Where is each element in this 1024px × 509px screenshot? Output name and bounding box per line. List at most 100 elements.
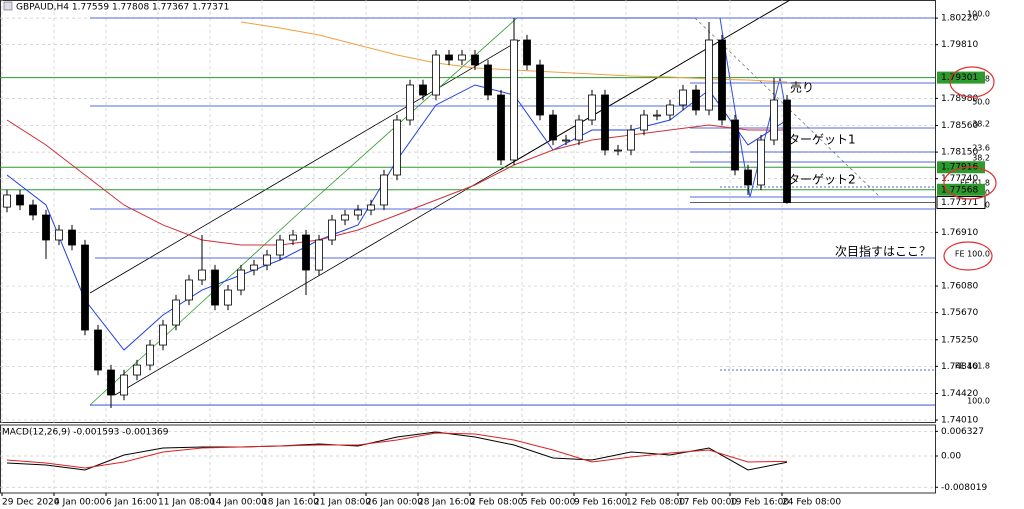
candle-body: [185, 279, 193, 301]
fib-level-label: 100.0: [967, 397, 990, 406]
candle-body: [133, 364, 141, 376]
plot-border: [0, 0, 936, 423]
channel-line: [499, 0, 791, 171]
candle-body: [562, 139, 570, 142]
x-tick-label: 5 Feb 00:00: [522, 498, 576, 508]
candle-body: [3, 194, 11, 208]
y-tick-label: 1.75670: [941, 308, 978, 318]
y-tick-label: 1.74420: [941, 389, 978, 399]
highlight-ellipse: [943, 166, 997, 200]
candle-body: [289, 234, 297, 241]
candle-body: [692, 89, 700, 111]
candle-body: [81, 244, 89, 331]
candle-body: [55, 229, 63, 241]
y-tick-label: 1.78560: [941, 121, 978, 131]
candle-body: [523, 39, 531, 66]
candle-body: [354, 209, 362, 216]
candle-body: [159, 324, 167, 346]
candle-body: [588, 94, 596, 121]
y-tick-label: 1.78150: [941, 148, 978, 158]
candle-body: [146, 344, 154, 366]
candle-body: [445, 54, 453, 61]
y-tick-label: -0.008019: [941, 483, 987, 493]
fib-level-label: 23.6: [972, 144, 990, 153]
chart-title: GBPAUD,H4 1.77559 1.77808 1.77367 1.7737…: [16, 3, 229, 13]
x-tick-label: 29 Dec 2020: [2, 498, 60, 508]
y-tick-label: 1.80220: [941, 14, 978, 24]
macd-line: [6, 432, 788, 469]
candle-body: [367, 204, 375, 211]
candle-body: [640, 114, 648, 131]
candle-body: [263, 254, 271, 266]
symbol-icon: [3, 1, 13, 11]
x-tick-label: 28 Jan 16:00: [418, 498, 475, 508]
candle-body: [484, 64, 492, 96]
candle-body: [601, 94, 609, 151]
y-tick-label: 1.76080: [941, 282, 978, 292]
x-tick-label: 18 Jan 16:00: [262, 498, 319, 508]
moving-average: [6, 119, 787, 246]
y-tick-label: 1.79810: [941, 40, 978, 50]
highlight-ellipse: [943, 241, 993, 271]
candle-body: [380, 174, 388, 206]
y-tick-label: 1.75250: [941, 335, 978, 345]
candle-body: [757, 139, 765, 186]
candle-body: [120, 374, 128, 396]
plot: 100.061.850.038.223.638.2FE 61.80.050.0F…: [0, 9, 990, 471]
fib-level-label: 38.2: [972, 120, 990, 129]
candle-body: [432, 54, 440, 96]
fib-level-label: FE 61.8: [960, 178, 990, 187]
candle-body: [497, 94, 505, 161]
price-tag: [937, 161, 985, 174]
price-tag-label: 1.77568: [941, 185, 978, 195]
price-tag: [937, 71, 985, 84]
x-tick-label: 11 Jan 08:00: [158, 498, 215, 508]
x-tick-label: 24 Feb 08:00: [782, 498, 841, 508]
candle-body: [731, 119, 739, 171]
candle-body: [328, 219, 336, 241]
candle-body: [666, 104, 674, 116]
candle-body: [16, 194, 24, 206]
macd-title: MACD(12,26,9) -0.001593 -0.001369: [2, 428, 169, 438]
y-tick-label: 1.78980: [941, 94, 978, 104]
fib-level-label: FE 161.8: [955, 362, 990, 371]
x-tick-label: 9 Feb 16:00: [574, 498, 628, 508]
y-tick-label: 1.77740: [941, 174, 978, 184]
fib-level-label: 38.2: [972, 154, 990, 163]
candle-body: [68, 229, 76, 246]
channel-line: [89, 39, 521, 294]
candle-body: [510, 39, 518, 161]
candle-body: [679, 89, 687, 106]
x-tick-label: 4 Jan 00:00: [54, 498, 106, 508]
candle-body: [94, 329, 102, 371]
candle-body: [458, 54, 466, 61]
candle-body: [42, 214, 50, 241]
candle-body: [172, 299, 180, 326]
x-tick-label: 21 Jan 08:00: [314, 498, 371, 508]
plot-border: [0, 424, 936, 494]
candle-body: [315, 239, 323, 271]
candle-body: [302, 234, 310, 271]
candle-body: [549, 114, 557, 141]
y-tick-label: 1.76910: [941, 228, 978, 238]
x-tick-label: 6 Jan 16:00: [106, 498, 158, 508]
annotation: ターゲット2: [788, 173, 856, 187]
candle-body: [198, 269, 206, 281]
x-tick-label: 17 Feb 00:00: [678, 498, 737, 508]
candle-body: [341, 214, 349, 221]
candle-body: [211, 269, 219, 306]
annotation: 売り: [790, 80, 814, 95]
candle-body: [224, 289, 232, 306]
candle-body: [237, 269, 245, 291]
y-tick-label: 0.006327: [941, 427, 984, 437]
x-tick-label: 12 Feb 08:00: [626, 498, 685, 508]
candle-body: [653, 114, 661, 117]
candle-body: [705, 39, 713, 111]
candle-body: [471, 54, 479, 66]
candle-body: [250, 264, 258, 271]
candle-body: [406, 84, 414, 121]
x-tick-label: 2 Feb 08:00: [470, 498, 524, 508]
price-tag-label: 1.79301: [941, 73, 978, 83]
candle-body: [718, 39, 726, 121]
